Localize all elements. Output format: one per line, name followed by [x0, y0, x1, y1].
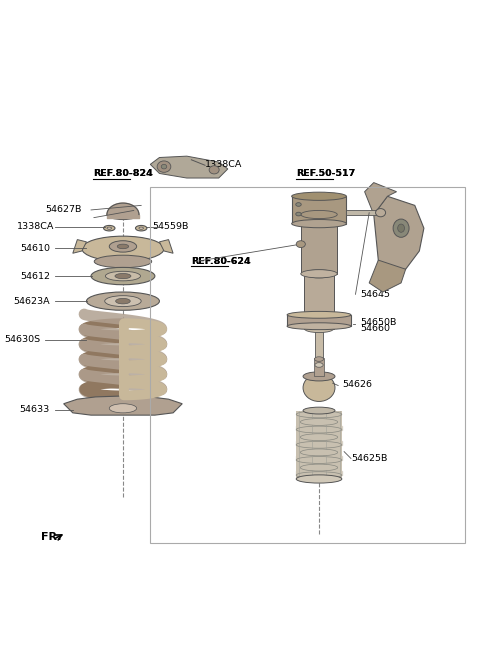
Text: REF.50-517: REF.50-517	[296, 169, 356, 178]
Ellipse shape	[314, 357, 324, 361]
Text: REF.80-624: REF.80-624	[192, 256, 251, 265]
Ellipse shape	[107, 210, 139, 219]
Text: REF.80-824: REF.80-824	[93, 169, 153, 178]
Ellipse shape	[296, 202, 301, 206]
Text: 54627B: 54627B	[46, 204, 82, 214]
Ellipse shape	[300, 464, 338, 471]
Ellipse shape	[82, 236, 164, 261]
Text: 54645: 54645	[360, 290, 390, 299]
Text: 54660: 54660	[360, 324, 390, 333]
Polygon shape	[107, 203, 139, 214]
Ellipse shape	[303, 374, 335, 401]
Ellipse shape	[117, 244, 129, 249]
Ellipse shape	[86, 292, 159, 310]
Ellipse shape	[109, 240, 137, 252]
Polygon shape	[159, 240, 173, 253]
Ellipse shape	[300, 449, 338, 456]
Text: REF.50-517: REF.50-517	[296, 169, 356, 178]
Ellipse shape	[296, 411, 342, 418]
Ellipse shape	[296, 472, 342, 478]
Polygon shape	[369, 260, 406, 292]
Polygon shape	[64, 396, 182, 415]
Text: FR.: FR.	[41, 532, 61, 542]
Bar	[304, 274, 334, 328]
Bar	[315, 328, 323, 365]
Ellipse shape	[315, 327, 323, 330]
Ellipse shape	[303, 372, 335, 381]
Ellipse shape	[315, 363, 323, 367]
Ellipse shape	[106, 271, 141, 281]
Ellipse shape	[296, 457, 342, 463]
Ellipse shape	[94, 255, 152, 268]
Ellipse shape	[91, 267, 155, 284]
Ellipse shape	[287, 323, 351, 330]
Polygon shape	[73, 240, 86, 253]
Ellipse shape	[296, 426, 342, 433]
Bar	[314, 358, 324, 376]
Text: REF.80-824: REF.80-824	[93, 169, 153, 178]
Ellipse shape	[105, 296, 141, 307]
Polygon shape	[365, 183, 396, 214]
Text: 54612: 54612	[20, 271, 50, 281]
Ellipse shape	[139, 227, 144, 229]
Bar	[301, 214, 337, 274]
Polygon shape	[374, 196, 424, 274]
Ellipse shape	[296, 475, 342, 483]
Ellipse shape	[296, 212, 301, 216]
Ellipse shape	[300, 434, 338, 441]
Bar	[292, 196, 347, 223]
Ellipse shape	[161, 164, 167, 169]
Ellipse shape	[107, 227, 111, 229]
Ellipse shape	[301, 210, 337, 219]
Text: 54559B: 54559B	[153, 222, 189, 231]
Text: 54626: 54626	[342, 380, 372, 389]
Text: 54633: 54633	[20, 405, 50, 414]
Ellipse shape	[292, 219, 347, 228]
Text: 54623A: 54623A	[13, 297, 50, 306]
Ellipse shape	[209, 166, 219, 174]
Bar	[287, 315, 351, 327]
Ellipse shape	[104, 225, 115, 231]
Ellipse shape	[292, 192, 347, 200]
Ellipse shape	[393, 219, 409, 237]
Ellipse shape	[115, 273, 131, 279]
Ellipse shape	[301, 269, 337, 278]
Text: 1338CA: 1338CA	[205, 160, 242, 169]
Ellipse shape	[303, 407, 335, 414]
Ellipse shape	[375, 208, 385, 217]
Ellipse shape	[135, 225, 147, 231]
Text: 54630S: 54630S	[5, 336, 41, 344]
Ellipse shape	[157, 161, 171, 172]
Text: 54625B: 54625B	[351, 454, 387, 463]
Text: 54650B: 54650B	[360, 318, 396, 327]
Ellipse shape	[300, 419, 338, 425]
Ellipse shape	[116, 298, 130, 304]
Polygon shape	[150, 156, 228, 178]
Text: 1338CA: 1338CA	[17, 222, 55, 231]
Ellipse shape	[397, 224, 405, 233]
Ellipse shape	[296, 240, 305, 248]
Ellipse shape	[304, 325, 334, 332]
Bar	[150, 187, 465, 543]
Bar	[296, 411, 342, 479]
Ellipse shape	[287, 311, 351, 318]
Text: REF.80-624: REF.80-624	[192, 256, 251, 265]
Ellipse shape	[296, 442, 342, 448]
Bar	[347, 210, 376, 215]
Text: 54610: 54610	[20, 244, 50, 253]
Ellipse shape	[304, 269, 334, 278]
Ellipse shape	[109, 404, 137, 413]
